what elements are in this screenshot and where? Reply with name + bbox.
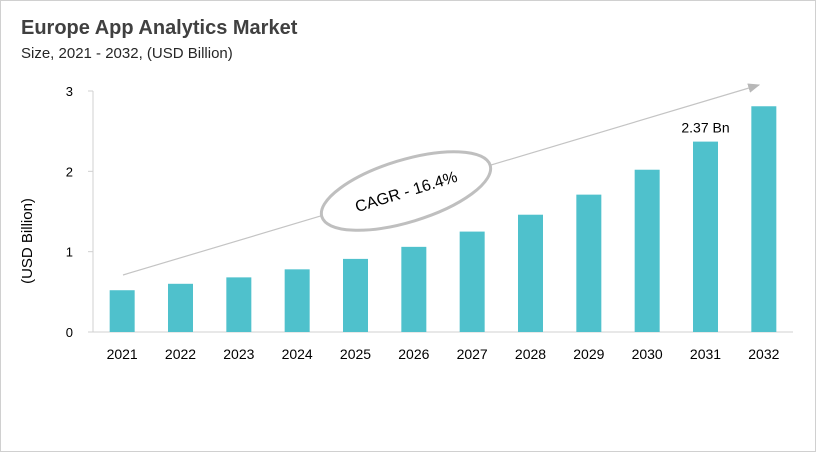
bar-2024 — [284, 269, 310, 332]
bar-2027 — [459, 231, 485, 332]
x-tick-label: 2027 — [457, 346, 488, 362]
bar-2021 — [109, 290, 135, 332]
chart-title: Europe App Analytics Market — [21, 17, 298, 39]
x-tick-label: 2022 — [165, 346, 196, 362]
bar-2029 — [576, 194, 602, 332]
x-tick-label: 2025 — [340, 346, 371, 362]
value-label: 2.37 Bn — [681, 120, 729, 136]
bar-2028 — [518, 214, 543, 332]
bar-2023 — [226, 277, 252, 332]
x-tick-label: 2021 — [107, 346, 138, 362]
cagr-ellipse — [319, 150, 493, 232]
x-tick-label: 2030 — [632, 346, 663, 362]
y-tick-label: 1 — [66, 245, 73, 260]
x-tick-label: 2029 — [573, 346, 604, 362]
x-tick-label: 2026 — [398, 346, 429, 362]
x-tick-label: 2023 — [223, 346, 254, 362]
chart-subtitle: Size, 2021 - 2032, (USD Billion) — [21, 45, 233, 62]
y-tick-label: 0 — [66, 325, 73, 340]
x-tick-label: 2031 — [690, 346, 721, 362]
bar-2025 — [343, 258, 368, 332]
bar-2030 — [634, 169, 660, 332]
x-tick-label: 2032 — [748, 346, 779, 362]
bar-2026 — [401, 246, 427, 332]
y-tick-label: 2 — [66, 164, 73, 179]
bar-2022 — [168, 283, 193, 332]
bar-2031 — [693, 141, 718, 332]
x-tick-label: 2028 — [515, 346, 546, 362]
bar-2032 — [751, 106, 777, 332]
y-tick-label: 3 — [66, 84, 73, 99]
y-axis-label: (USD Billion) — [19, 198, 36, 284]
x-tick-label: 2024 — [282, 346, 313, 362]
